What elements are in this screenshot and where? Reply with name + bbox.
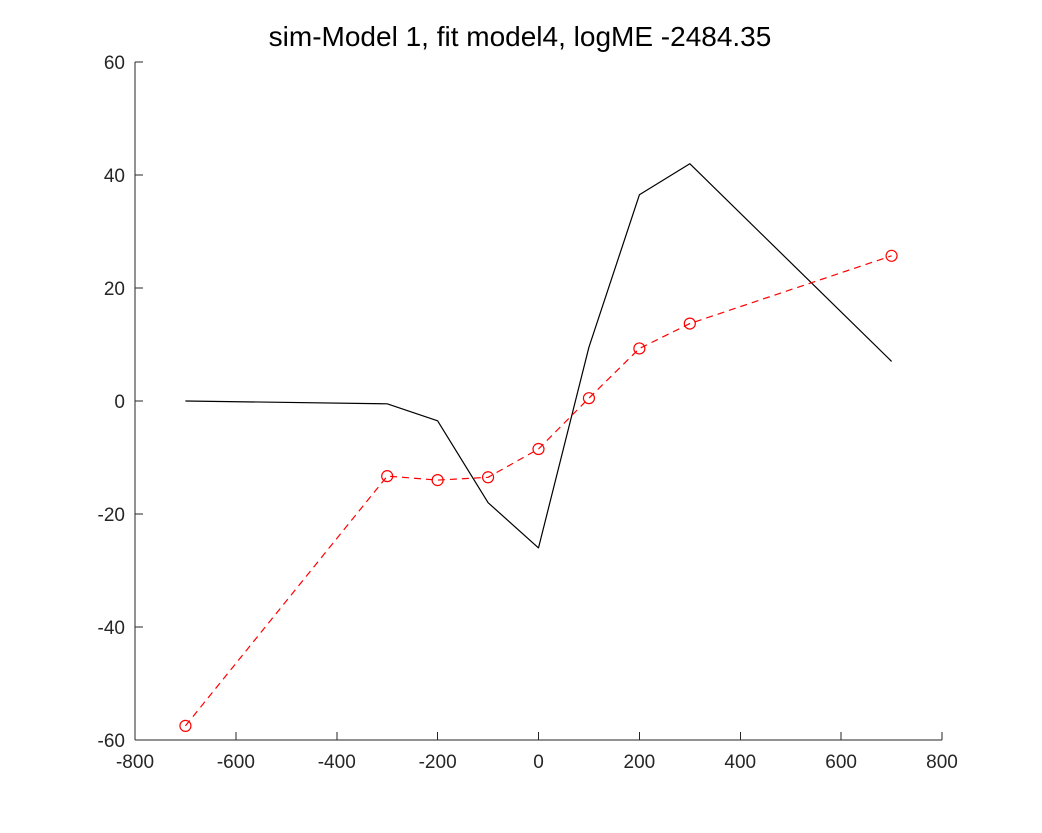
- y-tick-label: 0: [114, 392, 125, 413]
- series-2-point: [431, 474, 444, 487]
- y-tick-label: 20: [104, 279, 125, 300]
- x-tick-label: 800: [926, 752, 958, 773]
- x-tick-label: 200: [624, 752, 656, 773]
- series-2-point: [582, 392, 596, 405]
- x-tick-label: 400: [724, 752, 756, 773]
- chart-title: sim-Model 1, fit model4, logME -2484.35: [269, 21, 772, 52]
- x-tick-label: 0: [533, 752, 544, 773]
- series-2-point: [683, 317, 696, 330]
- y-tick-label: -60: [98, 731, 125, 752]
- x-ticks: -800 -600 -400 -200 0 200 400 600 800: [116, 732, 958, 773]
- series-line-1: [185, 163, 893, 549]
- series-2-point: [481, 471, 495, 484]
- y-tick-label: -40: [98, 618, 125, 639]
- x-tick-label: -200: [419, 752, 457, 773]
- x-tick-label: -800: [116, 752, 154, 773]
- x-tick-label: 600: [825, 752, 857, 773]
- y-tick-label: 40: [104, 166, 125, 187]
- series-2-point: [381, 470, 394, 483]
- series-2-point: [885, 249, 898, 262]
- y-tick-label: -20: [98, 505, 125, 526]
- series-2-point: [532, 442, 545, 456]
- series-2-point: [633, 342, 646, 355]
- series-layer: [179, 163, 898, 732]
- series-2-point: [179, 719, 192, 732]
- y-ticks: -60 -40 -20 0 20 40 60: [98, 53, 143, 752]
- series-line-2: [184, 255, 892, 727]
- x-tick-label: -600: [217, 752, 255, 773]
- x-tick-label: -400: [318, 752, 356, 773]
- y-tick-label: 60: [104, 53, 125, 74]
